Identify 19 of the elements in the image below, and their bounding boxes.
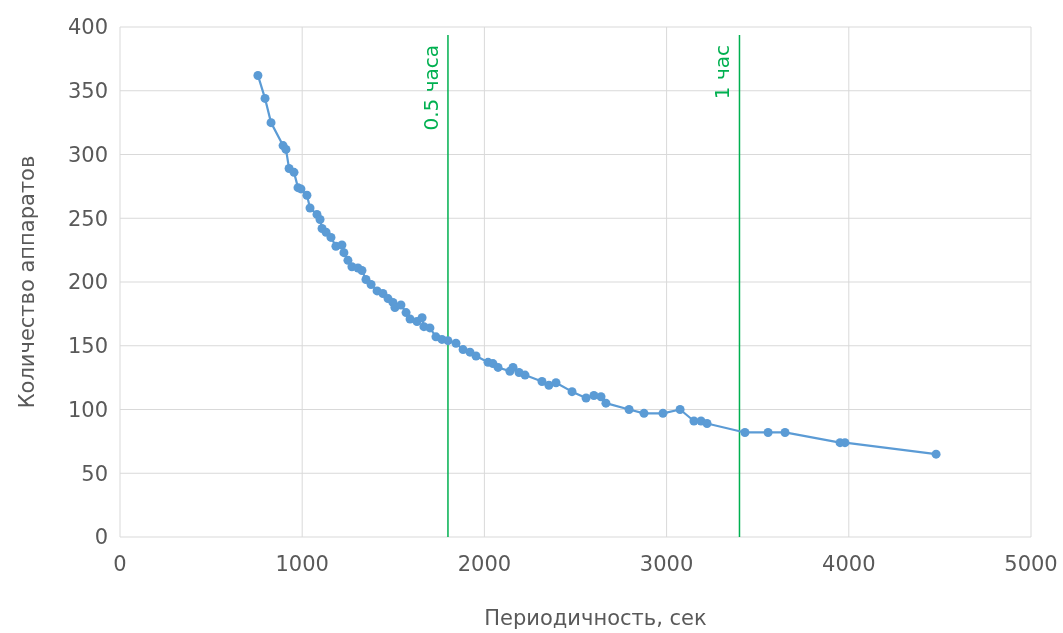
y-tick-label: 400 (67, 15, 108, 40)
y-tick-label: 250 (67, 206, 108, 231)
y-tick-label: 50 (81, 461, 108, 486)
y-tick-label: 350 (67, 79, 108, 104)
x-axis-title: Периодичность, сек (484, 606, 707, 630)
ref-line-label: 0.5 часа (418, 45, 443, 131)
x-tick-label: 5000 (1004, 552, 1058, 576)
y-axis-title: Количество аппаратов (15, 155, 39, 409)
x-tick-label: 4000 (822, 552, 876, 576)
x-tick-label: 1000 (275, 552, 329, 576)
x-tick-label: 3000 (639, 552, 694, 576)
x-tick-label: 2000 (457, 552, 512, 576)
y-tick-label: 200 (67, 270, 108, 295)
y-tick-label: 300 (67, 142, 108, 167)
y-tick-label: 0 (94, 525, 108, 550)
y-tick-label: 100 (67, 397, 108, 422)
x-tick-label: 0 (113, 552, 127, 576)
ref-line-label: 1 час (710, 45, 735, 100)
y-tick-label: 150 (67, 334, 108, 359)
